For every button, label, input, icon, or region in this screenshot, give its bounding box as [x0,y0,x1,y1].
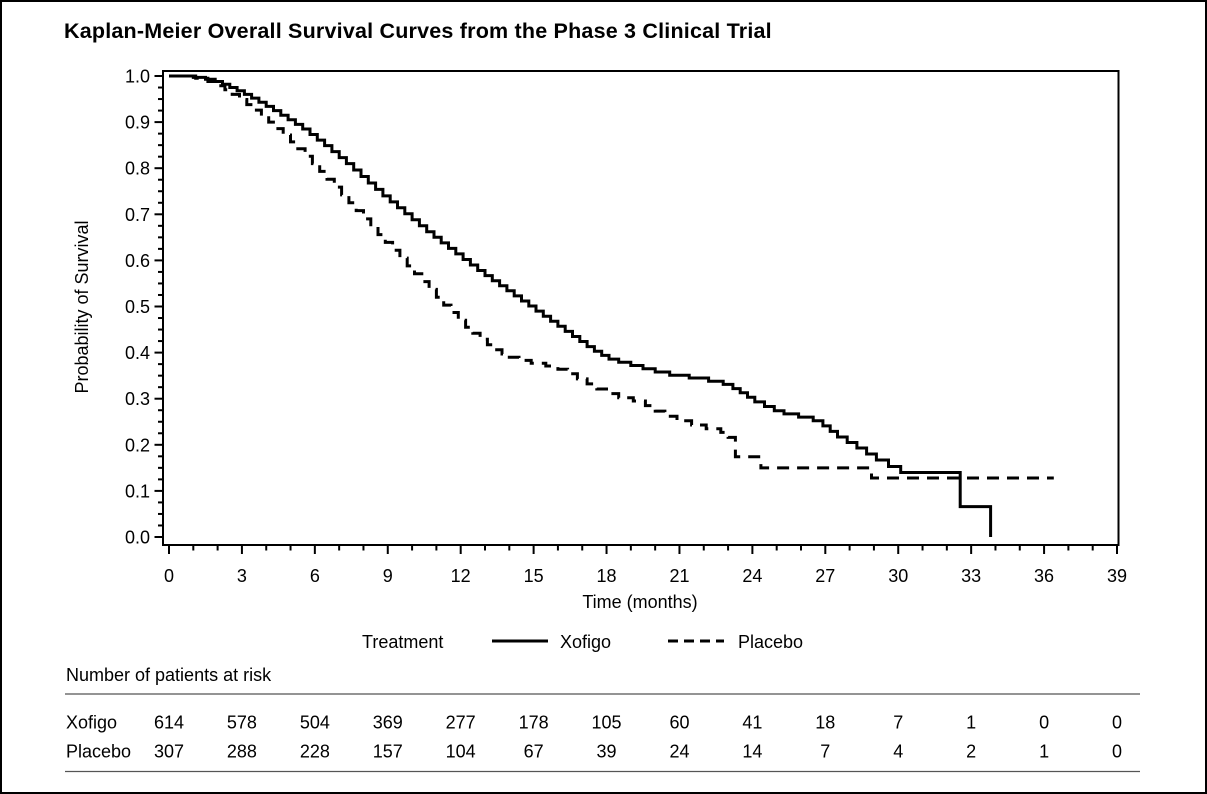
at-risk-count: 578 [227,713,257,733]
legend-label-xofigo: Xofigo [560,632,611,652]
at-risk-count: 7 [893,713,903,733]
at-risk-count: 104 [446,742,476,762]
at-risk-count: 614 [154,713,184,733]
x-tick-label: 12 [451,566,471,586]
x-tick-label: 0 [164,566,174,586]
x-tick-label: 36 [1034,566,1054,586]
y-tick-label: 0.2 [125,435,150,455]
x-tick-label: 9 [383,566,393,586]
legend-label-placebo: Placebo [738,632,803,652]
at-risk-count: 178 [519,713,549,733]
x-tick-label: 27 [815,566,835,586]
y-tick-label: 0.8 [125,159,150,179]
x-tick-label: 24 [742,566,762,586]
at-risk-count: 0 [1112,713,1122,733]
at-risk-count: 67 [524,742,544,762]
y-axis-title: Probability of Survival [72,220,92,393]
at-risk-count: 4 [893,742,903,762]
x-tick-label: 15 [524,566,544,586]
y-tick-label: 0.0 [125,528,150,548]
km-curve-placebo [169,74,1054,480]
at-risk-count: 1 [966,713,976,733]
at-risk-count: 60 [669,713,689,733]
y-tick-label: 0.9 [125,113,150,133]
at-risk-count: 0 [1039,713,1049,733]
y-tick-label: 0.3 [125,389,150,409]
at-risk-count: 24 [669,742,689,762]
legend-title: Treatment [362,632,443,652]
km-curve-xofigo [169,74,993,537]
x-tick-label: 30 [888,566,908,586]
at-risk-count: 14 [742,742,762,762]
at-risk-count: 41 [742,713,762,733]
x-tick-label: 6 [310,566,320,586]
at-risk-count: 288 [227,742,257,762]
y-tick-label: 0.5 [125,297,150,317]
at-risk-header: Number of patients at risk [66,665,272,685]
y-tick-label: 0.4 [125,343,150,363]
at-risk-count: 277 [446,713,476,733]
x-tick-label: 39 [1107,566,1127,586]
x-tick-label: 18 [597,566,617,586]
at-risk-count: 157 [373,742,403,762]
at-risk-row-label-placebo: Placebo [66,742,131,762]
y-tick-label: 0.7 [125,205,150,225]
x-tick-label: 21 [669,566,689,586]
at-risk-count: 0 [1112,742,1122,762]
at-risk-count: 39 [597,742,617,762]
x-tick-label: 33 [961,566,981,586]
y-tick-label: 0.6 [125,251,150,271]
at-risk-count: 18 [815,713,835,733]
at-risk-count: 307 [154,742,184,762]
x-tick-label: 3 [237,566,247,586]
at-risk-count: 105 [592,713,622,733]
at-risk-count: 369 [373,713,403,733]
at-risk-count: 1 [1039,742,1049,762]
at-risk-count: 2 [966,742,976,762]
chart-title: Kaplan-Meier Overall Survival Curves fro… [64,19,772,43]
at-risk-count: 504 [300,713,330,733]
at-risk-row-label-xofigo: Xofigo [66,713,117,733]
at-risk-count: 7 [820,742,830,762]
y-tick-label: 1.0 [125,67,150,87]
plot-frame [162,70,1120,546]
at-risk-count: 228 [300,742,330,762]
y-tick-label: 0.1 [125,481,150,501]
x-axis-title: Time (months) [582,592,697,612]
